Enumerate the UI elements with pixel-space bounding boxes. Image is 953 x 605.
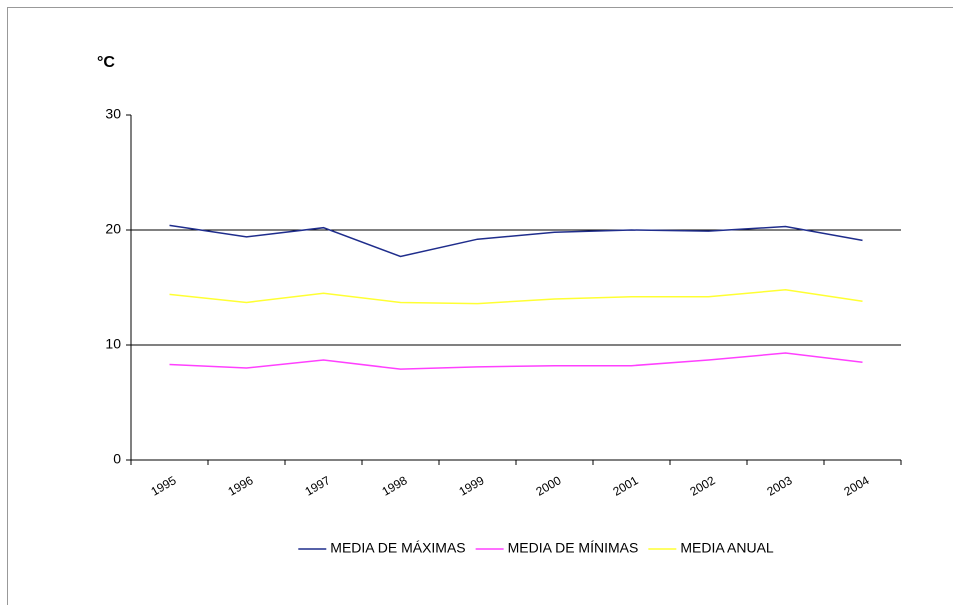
x-tick-label: 1995 [148,473,178,499]
legend-label: MEDIA ANUAL [680,540,774,556]
y-tick-label: 10 [105,336,121,352]
x-tick-label: 2003 [764,473,794,499]
y-axis-label: °C [97,54,115,71]
x-tick-label: 2002 [687,473,717,499]
x-tick-label: 2001 [610,473,640,499]
series-line [169,224,863,258]
x-tick-label: 1997 [302,473,332,499]
series-line [169,289,863,305]
chart-frame [7,7,953,605]
series-line [169,352,863,370]
y-tick-label: 20 [105,221,121,237]
x-tick-label: 1999 [456,473,486,499]
x-tick-label: 2000 [533,473,563,499]
x-tick-label: 1996 [225,473,255,499]
y-tick-label: 0 [113,451,121,467]
y-tick-label: 30 [105,106,121,122]
legend-label: MEDIA DE MÍNIMAS [508,540,639,556]
x-tick-label: 2004 [841,473,871,499]
legend-label: MEDIA DE MÁXIMAS [330,540,465,556]
x-tick-label: 1998 [379,473,409,499]
